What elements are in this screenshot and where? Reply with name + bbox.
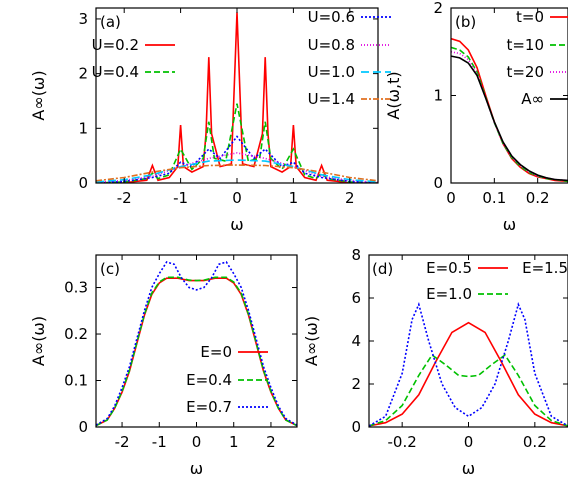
legend-label: U=0.6	[308, 8, 355, 26]
x-tick-label: -2	[115, 433, 130, 451]
series-line-2	[96, 103, 378, 183]
legend-label: t=20	[506, 63, 544, 81]
legend-label: t=10	[506, 36, 544, 54]
y-axis-label: A(ω,t)	[384, 71, 403, 119]
series-line-2	[96, 276, 297, 427]
panel-label: (d)	[372, 260, 393, 278]
series-line-1	[369, 321, 568, 427]
legend-label: E=0.7	[186, 398, 232, 416]
legend-label: t=0	[516, 8, 544, 26]
y-tick-label: 0	[433, 174, 443, 192]
x-tick-label: 1	[229, 433, 239, 451]
series-line-3	[96, 261, 297, 426]
y-tick-label: 8	[351, 246, 361, 264]
y-tick-label: 2	[433, 0, 443, 17]
legend-label: E=0.5	[426, 259, 472, 277]
y-tick-label: 0	[78, 418, 88, 436]
series-line-1	[451, 37, 568, 183]
x-tick-label: -2	[117, 189, 132, 207]
y-tick-label: 0	[78, 174, 88, 192]
y-axis-label: A∞(ω)	[302, 316, 321, 366]
legend-label: A∞	[521, 90, 544, 108]
panel-label: (a)	[100, 13, 121, 31]
legend-label: E=1.5	[522, 259, 568, 277]
x-tick-label: 0.2	[523, 433, 547, 451]
x-tick-label: 0	[192, 433, 202, 451]
y-tick-label: 2	[78, 65, 88, 83]
y-axis-label: A∞(ω)	[29, 316, 48, 366]
panel-4: -0.2 0 0.2 0 2 4 6 8 ω A∞(ω) (d) E=0.5 E=1.0 E=1.5	[302, 246, 568, 478]
series-line-6	[96, 164, 378, 182]
x-tick-label: 0.1	[482, 189, 506, 207]
legend-label: U=1.4	[308, 90, 355, 108]
x-tick-label: 0	[464, 433, 474, 451]
x-tick-label: 2	[266, 433, 276, 451]
y-tick-label: 0.1	[64, 372, 88, 390]
y-tick-label: 1	[433, 87, 443, 105]
series-line-3	[96, 135, 378, 183]
panel-2: 0 0.1 0.2 0 1 2 ω A(ω,t) (b) t=0 t=10 t=20 A∞	[384, 0, 568, 234]
y-tick-label: 6	[351, 289, 361, 307]
legend-label: U=0.8	[308, 36, 355, 54]
x-tick-label: -0.2	[388, 433, 417, 451]
y-axis-label: A∞(ω)	[29, 70, 48, 120]
x-tick-label: 0	[446, 189, 456, 207]
panel-1: -2 -1 0 1 2 0 1 2 3 ω A∞(ω) (a) U=0.2 U=0.4 U=0.6 U=0.8…	[29, 7, 391, 234]
x-tick-label: -1	[152, 433, 167, 451]
x-tick-label: 0	[232, 189, 242, 207]
x-tick-label: 0.2	[526, 189, 550, 207]
x-axis-label: ω	[230, 215, 243, 234]
plot-frame	[368, 254, 568, 428]
legend-label: E=1.0	[426, 285, 472, 303]
panel-label: (c)	[100, 260, 120, 278]
legend-label: E=0.4	[186, 371, 232, 389]
series-line-2	[451, 46, 568, 183]
plot-frame	[450, 7, 568, 184]
legend-label: U=0.4	[92, 63, 139, 81]
x-axis-label: ω	[462, 459, 475, 478]
series-line-3	[369, 302, 568, 427]
legend-label: U=0.2	[92, 36, 139, 54]
y-tick-label: 1	[78, 119, 88, 137]
series-line-4	[96, 152, 378, 183]
y-tick-label: 3	[78, 10, 88, 28]
legend-label: U=1.0	[308, 63, 355, 81]
x-axis-label: ω	[503, 215, 516, 234]
y-tick-label: 0.2	[64, 325, 88, 343]
legend-label: E=0	[200, 343, 232, 361]
panel-label: (b)	[455, 13, 476, 31]
y-tick-label: 2	[351, 375, 361, 393]
x-tick-label: 2	[345, 189, 355, 207]
y-tick-label: 0.3	[64, 279, 88, 297]
y-tick-label: 0	[351, 418, 361, 436]
x-axis-label: ω	[190, 459, 203, 478]
x-tick-label: -1	[173, 189, 188, 207]
panel-3: -2 -1 0 1 2 0 0.1 0.2 0.3 ω A∞(ω) (c) E=0 E=0.4 E=0.7	[29, 254, 298, 478]
x-tick-label: 1	[289, 189, 299, 207]
series-line-4	[451, 55, 568, 182]
y-tick-label: 4	[351, 332, 361, 350]
